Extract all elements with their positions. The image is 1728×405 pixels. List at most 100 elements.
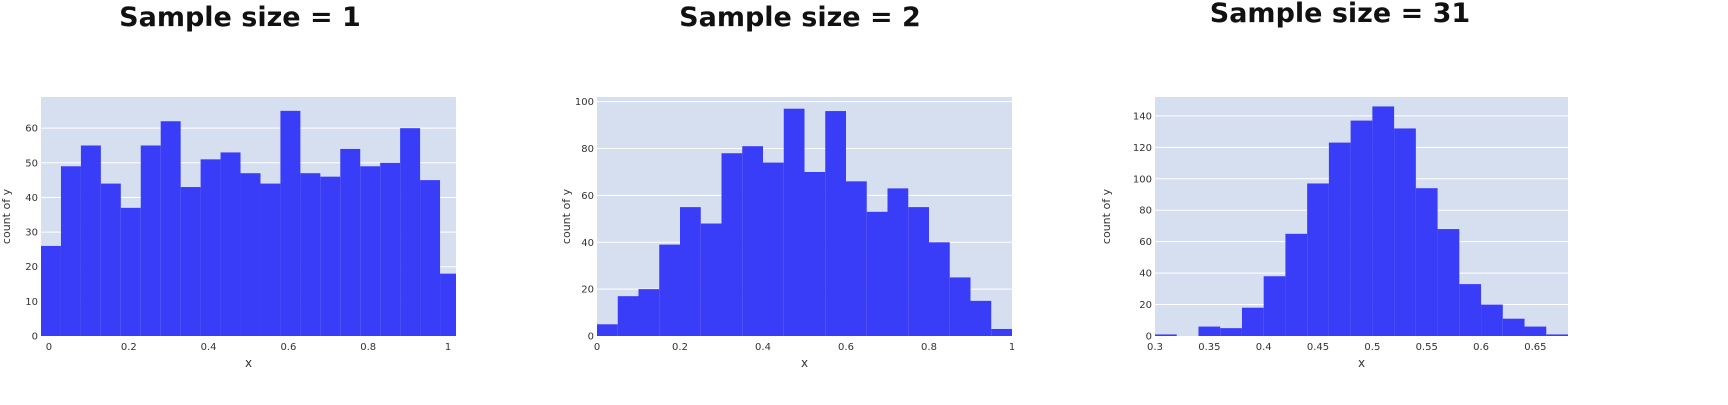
histogram-bar [1394,128,1416,336]
histogram-bar [1437,229,1460,336]
histogram-bar [970,300,992,336]
histogram-bar [320,176,341,336]
histogram-bar [1285,233,1308,336]
histogram-bar [1241,307,1264,336]
histogram-bar [1546,334,1568,336]
histogram-bar [60,166,81,336]
y-tick-label: 80 [581,144,594,155]
y-tick-label: 120 [1133,143,1152,154]
y-tick-label: 20 [1139,300,1152,311]
histogram-chart: 0 20 40 60 80 100 0 0.2 0.4 0.6 0.8 1 x count of y [560,97,1015,370]
y-tick-label: 40 [25,193,38,204]
histogram-bar [1220,328,1242,336]
histogram-bar [866,211,888,336]
y-tick-label: 80 [1139,206,1152,217]
histogram-bar [1328,142,1351,336]
histogram-bar [825,111,846,336]
histogram-bar [340,148,361,336]
chart-panel-sample-size-2: Sample size = 2 0 20 40 60 80 100 0 0.2 0.4 0.6 0.… [560,0,1040,405]
histogram-bar [1481,304,1503,336]
y-tick-label: 0 [32,332,38,343]
histogram-bar [1263,276,1286,336]
histogram-bar [783,108,805,336]
y-axis-label: count of y [0,188,13,244]
histogram-bar [41,245,61,336]
histogram-bar [200,159,221,336]
chart-panel-sample-size-31: Sample size = 31 0 20 40 60 80 100 120 140 0.3 0.… [1100,0,1580,405]
y-tick-label: 60 [581,191,594,202]
histogram-bar [680,207,701,336]
y-tick-label: 20 [581,285,594,296]
histogram-bar [1372,106,1395,337]
chart-title: Sample size = 1 [119,2,361,33]
histogram-bar [949,277,971,336]
y-tick-label: 100 [1133,174,1152,185]
histogram-bar [1155,334,1177,336]
histogram-bar [721,153,743,336]
x-tick-label: 0.4 [1256,342,1272,353]
histogram-bar [140,145,161,336]
x-tick-label: 0.4 [755,342,771,353]
histogram-bar [638,289,660,336]
x-axis-label: x [801,356,808,370]
histogram-bar [180,187,201,336]
y-tick-label: 40 [581,238,594,249]
histogram-bar [300,173,321,336]
x-tick-label: 0.6 [280,342,296,353]
histogram-bar [908,207,929,336]
histogram-bar [220,152,241,336]
x-tick-label: 0.55 [1416,342,1438,353]
y-tick-label: 60 [25,124,38,135]
histogram-bar [1415,188,1438,336]
histogram-bar [1524,326,1547,336]
histogram-bar [700,223,722,336]
y-tick-label: 50 [25,158,38,169]
histogram-bar [846,181,867,336]
histogram-bar [1459,284,1482,336]
histogram-bar [1307,183,1329,336]
histogram-bar [380,162,401,336]
x-tick-label: 1 [445,342,451,353]
histogram-bar [120,207,141,336]
y-tick-label: 60 [1139,237,1152,248]
x-tick-label: 0.2 [672,342,688,353]
x-tick-label: 0.6 [1473,342,1489,353]
histogram-bar [400,128,421,336]
histogram-bar [763,162,784,336]
histogram-bar [440,273,456,336]
histogram-bar [420,180,441,336]
histogram-bar [929,242,950,336]
histogram-bar [260,183,281,336]
y-tick-label: 0 [1146,332,1152,343]
histogram-chart: 0 10 20 30 40 50 60 0 0.2 0.4 0.6 0.8 1 x count of y [0,97,456,370]
x-tick-label: 0.2 [121,342,137,353]
x-tick-label: 0.8 [360,342,376,353]
histogram-bar [240,173,261,336]
y-axis-label: count of y [1100,188,1113,244]
histogram-bar [360,166,381,336]
y-tick-label: 0 [588,332,594,343]
y-tick-label: 100 [575,97,594,108]
x-tick-label: 0.45 [1307,342,1329,353]
y-axis-label: count of y [560,188,573,244]
x-tick-label: 0.3 [1147,342,1163,353]
histogram-bar [80,145,101,336]
x-axis-label: x [245,356,252,370]
x-tick-label: 0.8 [921,342,937,353]
y-tick-label: 140 [1133,111,1152,122]
x-tick-label: 0.65 [1524,342,1546,353]
histogram-bar [617,296,639,336]
y-tick-label: 40 [1139,269,1152,280]
histogram-bar [1350,120,1373,336]
chart-title: Sample size = 31 [1209,0,1471,29]
chart-title: Sample size = 2 [679,2,921,33]
x-tick-label: 0.4 [201,342,217,353]
histogram-bar [659,244,680,336]
x-tick-label: 0 [46,342,52,353]
histogram-bar [1198,326,1221,336]
histogram-chart: 0 20 40 60 80 100 120 140 0.3 0.35 0.4 0.45 0.5 0.55 0… [1100,97,1568,370]
histogram-bar [160,121,181,337]
x-tick-label: 0.6 [838,342,854,353]
x-tick-label: 0.5 [1364,342,1380,353]
x-axis-label: x [1358,356,1365,370]
